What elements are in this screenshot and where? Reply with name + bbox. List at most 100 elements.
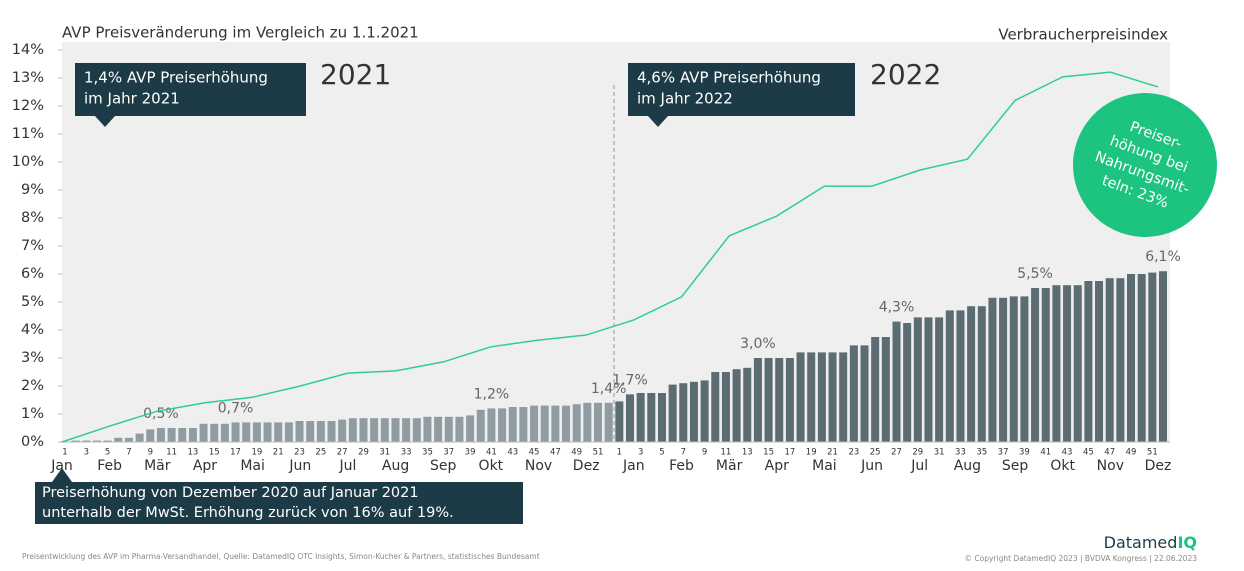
x-tick-label: Mär <box>716 458 743 474</box>
bar <box>306 421 315 442</box>
bar <box>807 352 816 442</box>
bar <box>316 421 325 442</box>
x-tick-label: Okt <box>479 458 504 474</box>
callout-text: im Jahr 2022 <box>637 90 733 108</box>
bar <box>1105 278 1114 442</box>
brand-part: IQ <box>1177 533 1197 552</box>
week-label: 33 <box>955 448 966 458</box>
x-tick-label: Mai <box>812 458 837 474</box>
bar <box>295 421 304 442</box>
bar <box>135 433 144 442</box>
x-tick-label: Mär <box>144 458 171 474</box>
bar <box>743 367 752 442</box>
value-label: 0,7% <box>218 400 254 416</box>
week-label: 47 <box>550 448 561 458</box>
bar <box>1031 288 1040 442</box>
value-label: 5,5% <box>1017 266 1053 282</box>
bar <box>551 405 560 442</box>
bar <box>252 422 261 442</box>
week-label: 5 <box>659 448 664 458</box>
bar <box>935 317 944 442</box>
chart-title: AVP Preisveränderung im Vergleich zu 1.1… <box>62 24 419 42</box>
y-tick-label: 13% <box>12 70 44 86</box>
bar <box>370 418 379 442</box>
y-tick-label: 9% <box>21 182 44 198</box>
bar <box>881 337 890 442</box>
week-label: 37 <box>443 448 454 458</box>
week-label: 21 <box>273 448 284 458</box>
week-label: 31 <box>934 448 945 458</box>
week-label: 51 <box>593 448 604 458</box>
bar <box>764 358 773 442</box>
bar <box>1137 274 1146 442</box>
week-label: 9 <box>148 448 153 458</box>
callout-pointer <box>648 116 668 127</box>
y-tick-label: 7% <box>21 238 44 254</box>
y-tick-label: 3% <box>21 350 44 366</box>
bar <box>721 372 730 442</box>
callout-box <box>75 63 306 116</box>
bar <box>860 345 869 442</box>
bar <box>956 310 965 442</box>
x-tick-label: Aug <box>382 458 409 474</box>
value-label: 4,3% <box>879 300 915 316</box>
y-tick-label: 0% <box>21 434 44 450</box>
bar <box>284 422 293 442</box>
x-tick-label: Jan <box>622 458 645 474</box>
bar <box>348 418 357 442</box>
week-label: 41 <box>486 448 497 458</box>
bar <box>498 408 507 442</box>
bar <box>817 352 826 442</box>
week-label: 1 <box>62 448 67 458</box>
bar <box>487 408 496 442</box>
bar <box>1052 285 1061 442</box>
bar <box>753 358 762 442</box>
y-tick-label: 12% <box>12 98 44 114</box>
bar <box>1020 296 1029 442</box>
bar <box>508 407 517 442</box>
bar <box>423 416 432 442</box>
source: Preisentwicklung des AVP im Pharma-Versa… <box>22 552 540 561</box>
week-label: 23 <box>294 448 305 458</box>
week-label: 27 <box>337 448 348 458</box>
week-label: 51 <box>1147 448 1158 458</box>
copyright: © Copyright DatamedIQ 2023 | BVDVA Kongr… <box>965 554 1198 563</box>
bar <box>199 423 208 442</box>
bar <box>1159 271 1167 442</box>
bar <box>444 416 453 442</box>
bar <box>188 428 197 442</box>
bar <box>103 440 112 442</box>
bar <box>1095 281 1104 442</box>
week-label: 23 <box>848 448 859 458</box>
bar <box>967 306 976 442</box>
x-tick-label: Dez <box>573 458 600 474</box>
bar <box>1041 288 1050 442</box>
bar <box>1084 281 1093 442</box>
week-label: 45 <box>529 448 540 458</box>
week-label: 3 <box>638 448 643 458</box>
bar <box>530 405 539 442</box>
y-tick-label: 4% <box>21 322 44 338</box>
week-label: 33 <box>401 448 412 458</box>
x-tick-label: Nov <box>525 458 552 474</box>
week-label: 15 <box>763 448 774 458</box>
week-label: 43 <box>1062 448 1073 458</box>
week-label: 3 <box>84 448 89 458</box>
value-label: 3,0% <box>740 336 776 352</box>
bar <box>572 404 581 442</box>
week-label: 49 <box>1126 448 1137 458</box>
bar <box>903 323 912 442</box>
bar <box>92 440 101 442</box>
plot: 0% 1% 2% 3% 4% 5% 6% 7% 8% 9% 10% 11% 12% 13% 14% 0,5% 0… <box>12 42 1181 474</box>
bar <box>455 416 464 442</box>
bar <box>124 437 133 442</box>
note: Preiserhöhung von Dezember 2020 auf Janu… <box>35 468 523 524</box>
y-tick-label: 14% <box>12 42 44 58</box>
week-label: 35 <box>422 448 433 458</box>
bar <box>977 306 986 442</box>
x-tick-label: Apr <box>765 458 789 474</box>
bar <box>647 393 656 442</box>
week-label: 31 <box>379 448 390 458</box>
x-tick-label: Jan <box>50 458 73 474</box>
